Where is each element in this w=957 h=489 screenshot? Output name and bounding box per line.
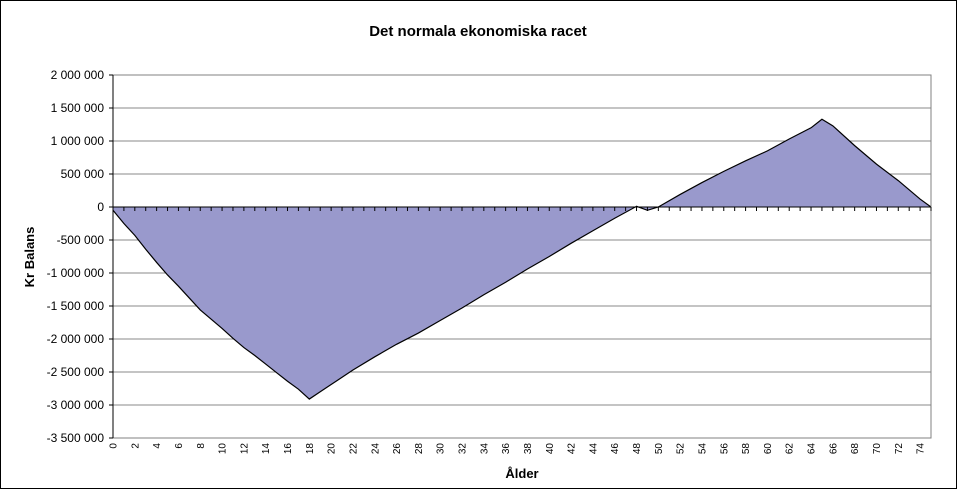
x-tick-label: 48 <box>632 443 643 455</box>
x-tick-label: 64 <box>807 443 818 455</box>
x-tick-label: 8 <box>196 443 207 449</box>
chart-title: Det normala ekonomiska racet <box>369 23 587 40</box>
x-tick-labels: 0 2 4 6 8 10 12 14 16 18 20 22 24 26 28 30 32 34 36 38 40 42 4… <box>109 443 927 455</box>
x-tick-label: 28 <box>414 443 425 455</box>
x-tick-label: 52 <box>676 443 687 455</box>
x-tick-label: 12 <box>239 443 250 455</box>
x-tick-label: 60 <box>763 443 774 455</box>
x-tick-label: 26 <box>392 443 403 455</box>
x-tick-label: 74 <box>916 443 927 455</box>
x-tick-label: 34 <box>479 443 490 455</box>
y-tick-label: -3 500 000 <box>47 431 105 445</box>
x-tick-label: 50 <box>654 443 665 455</box>
x-tick-label: 58 <box>741 443 752 455</box>
x-tick-label: 36 <box>501 443 512 455</box>
x-tick-label: 20 <box>327 443 338 455</box>
x-tick-label: 42 <box>567 443 578 455</box>
x-tick-label: 46 <box>610 443 621 455</box>
y-tick-label: 500 000 <box>61 167 105 181</box>
series-line <box>112 118 932 400</box>
axes <box>109 74 932 439</box>
x-tick-label: 30 <box>436 443 447 455</box>
area-fill <box>113 119 931 400</box>
y-tick-label: -2 000 000 <box>47 332 105 346</box>
x-tick-label: 54 <box>697 443 708 455</box>
y-tick-label: -3 000 000 <box>47 398 105 412</box>
x-tick-label: 72 <box>894 443 905 455</box>
x-tick-label: 62 <box>785 443 796 455</box>
x-axis-label: Ålder <box>505 466 538 481</box>
x-tick-label: 68 <box>850 443 861 455</box>
y-tick-label: 1 500 000 <box>51 101 105 115</box>
y-tick-label: 0 <box>97 200 104 214</box>
x-tick-label: 22 <box>348 443 359 455</box>
x-tick-label: 6 <box>174 443 185 449</box>
y-tick-labels: 2 000 000 1 500 000 1 000 000 500 000 0 -500 … <box>47 68 105 445</box>
series-layer <box>112 118 932 400</box>
x-tick-label: 16 <box>283 443 294 455</box>
y-axis-label: Kr Balans <box>22 227 37 288</box>
x-tick-label: 0 <box>109 443 120 449</box>
x-tick-label: 70 <box>872 443 883 455</box>
x-tick-label: 44 <box>588 443 599 455</box>
x-tick-label: 38 <box>523 443 534 455</box>
x-tick-label: 2 <box>130 443 141 449</box>
y-tick-label: -2 500 000 <box>47 365 105 379</box>
x-tick-label: 24 <box>370 443 381 455</box>
x-tick-label: 14 <box>261 443 272 455</box>
y-tick-label: -500 000 <box>57 233 105 247</box>
x-tick-label: 10 <box>218 443 229 455</box>
y-tick-label: -1 500 000 <box>47 299 105 313</box>
x-tick-label: 56 <box>719 443 730 455</box>
x-tick-label: 32 <box>458 443 469 455</box>
x-tick-label: 18 <box>305 443 316 455</box>
x-tick-label: 66 <box>828 443 839 455</box>
y-tick-label: -1 000 000 <box>47 266 105 280</box>
x-tick-label: 40 <box>545 443 556 455</box>
y-tick-label: 1 000 000 <box>51 134 105 148</box>
x-tick-label: 4 <box>152 443 163 449</box>
y-tick-label: 2 000 000 <box>51 68 105 82</box>
